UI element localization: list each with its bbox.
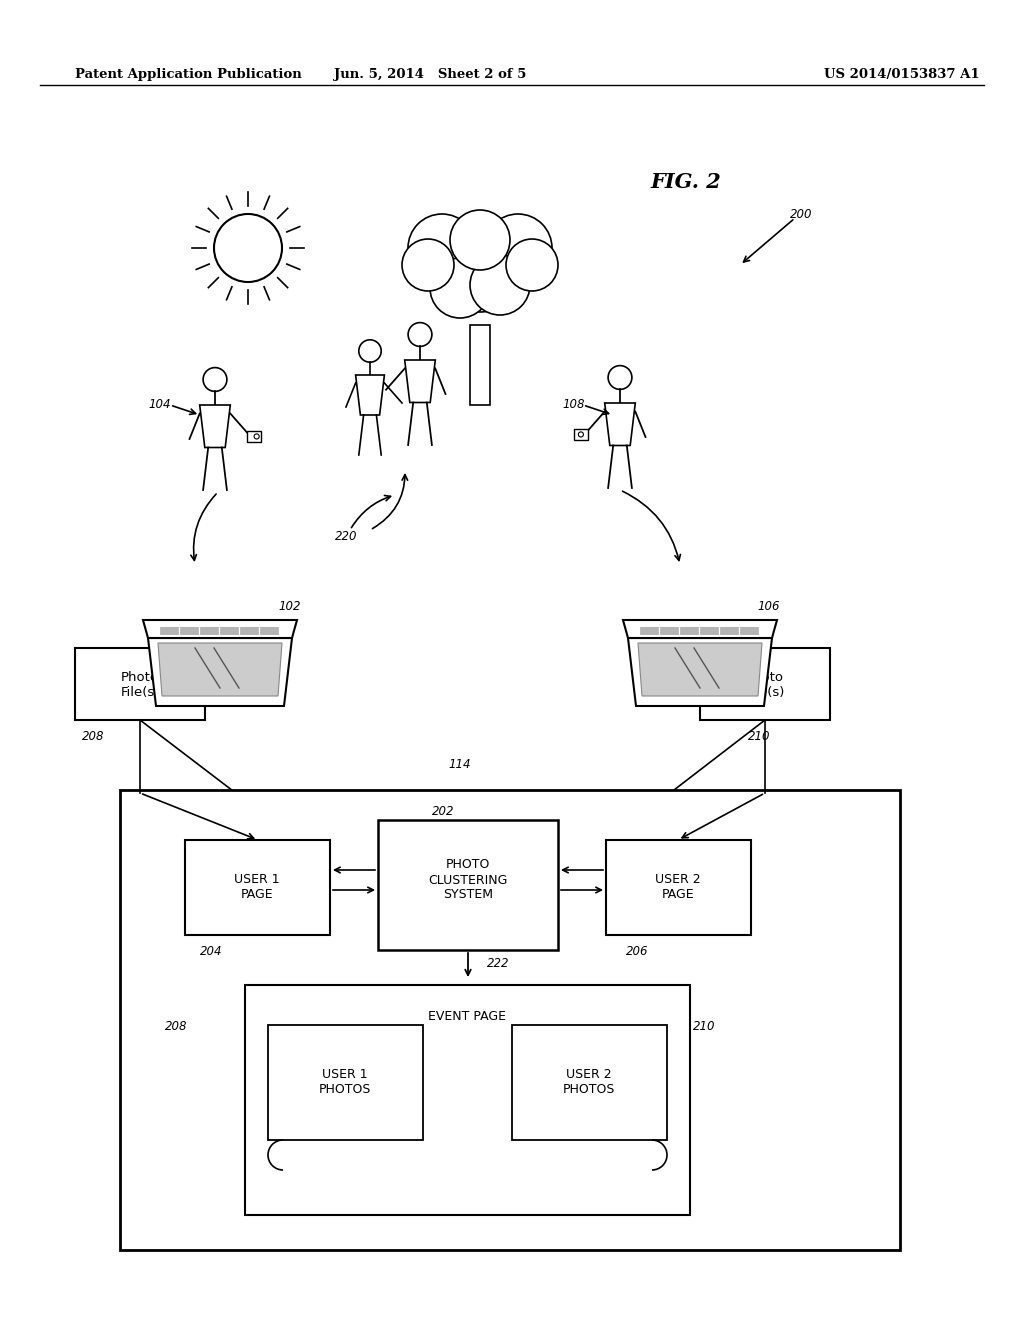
Text: 102: 102	[278, 601, 300, 612]
Text: 108: 108	[562, 399, 585, 411]
Polygon shape	[355, 375, 384, 414]
Bar	[268, 1026, 423, 1140]
Bar	[512, 1026, 667, 1140]
Circle shape	[254, 434, 259, 440]
Polygon shape	[200, 405, 230, 447]
Circle shape	[470, 255, 530, 315]
Text: USER 1
PHOTOS: USER 1 PHOTOS	[318, 1068, 371, 1096]
Circle shape	[438, 228, 522, 312]
Polygon shape	[628, 638, 772, 706]
Text: 202: 202	[432, 805, 455, 818]
Text: 210: 210	[748, 730, 770, 743]
Bar	[700, 648, 830, 719]
Text: 210: 210	[693, 1020, 716, 1034]
Text: EVENT PAGE: EVENT PAGE	[428, 1010, 506, 1023]
Text: 200: 200	[790, 209, 812, 220]
Circle shape	[409, 322, 432, 346]
Text: Patent Application Publication: Patent Application Publication	[75, 69, 302, 81]
Bar	[574, 429, 588, 440]
Text: PHOTO
CLUSTERING
SYSTEM: PHOTO CLUSTERING SYSTEM	[428, 858, 508, 902]
Text: US 2014/0153837 A1: US 2014/0153837 A1	[824, 69, 980, 81]
Bar	[75, 648, 205, 719]
Polygon shape	[404, 360, 435, 403]
Polygon shape	[143, 620, 297, 638]
Circle shape	[430, 257, 490, 318]
Circle shape	[203, 367, 227, 392]
Polygon shape	[605, 403, 635, 446]
Text: Photo
File(s): Photo File(s)	[120, 671, 160, 700]
Text: USER 1
PAGE: USER 1 PAGE	[234, 873, 280, 902]
Polygon shape	[158, 643, 282, 696]
Text: Photo
File(s): Photo File(s)	[745, 671, 784, 700]
Circle shape	[214, 214, 282, 282]
Bar	[248, 432, 261, 442]
Text: 206: 206	[626, 945, 648, 958]
Circle shape	[358, 339, 381, 362]
Circle shape	[450, 210, 510, 271]
Text: Jun. 5, 2014   Sheet 2 of 5: Jun. 5, 2014 Sheet 2 of 5	[334, 69, 526, 81]
Polygon shape	[623, 620, 777, 638]
Text: FIG. 2: FIG. 2	[650, 172, 721, 191]
Bar	[120, 789, 900, 1250]
Text: 208: 208	[165, 1020, 187, 1034]
Text: 106: 106	[757, 601, 779, 612]
Circle shape	[408, 214, 476, 282]
Text: 104: 104	[148, 399, 171, 411]
Circle shape	[506, 239, 558, 290]
Bar	[378, 820, 558, 950]
Polygon shape	[638, 643, 762, 696]
Circle shape	[579, 432, 584, 437]
Circle shape	[402, 239, 454, 290]
Circle shape	[608, 366, 632, 389]
Text: USER 2
PAGE: USER 2 PAGE	[655, 873, 700, 902]
Bar	[470, 325, 490, 405]
Text: 114: 114	[449, 758, 470, 771]
Text: 220: 220	[335, 531, 357, 543]
Polygon shape	[148, 638, 292, 706]
Text: 204: 204	[200, 945, 222, 958]
Bar	[185, 840, 330, 935]
Bar	[606, 840, 751, 935]
Bar	[245, 985, 690, 1214]
Text: 208: 208	[82, 730, 104, 743]
Text: 222: 222	[487, 957, 510, 970]
Circle shape	[484, 214, 552, 282]
Text: USER 2
PHOTOS: USER 2 PHOTOS	[563, 1068, 615, 1096]
